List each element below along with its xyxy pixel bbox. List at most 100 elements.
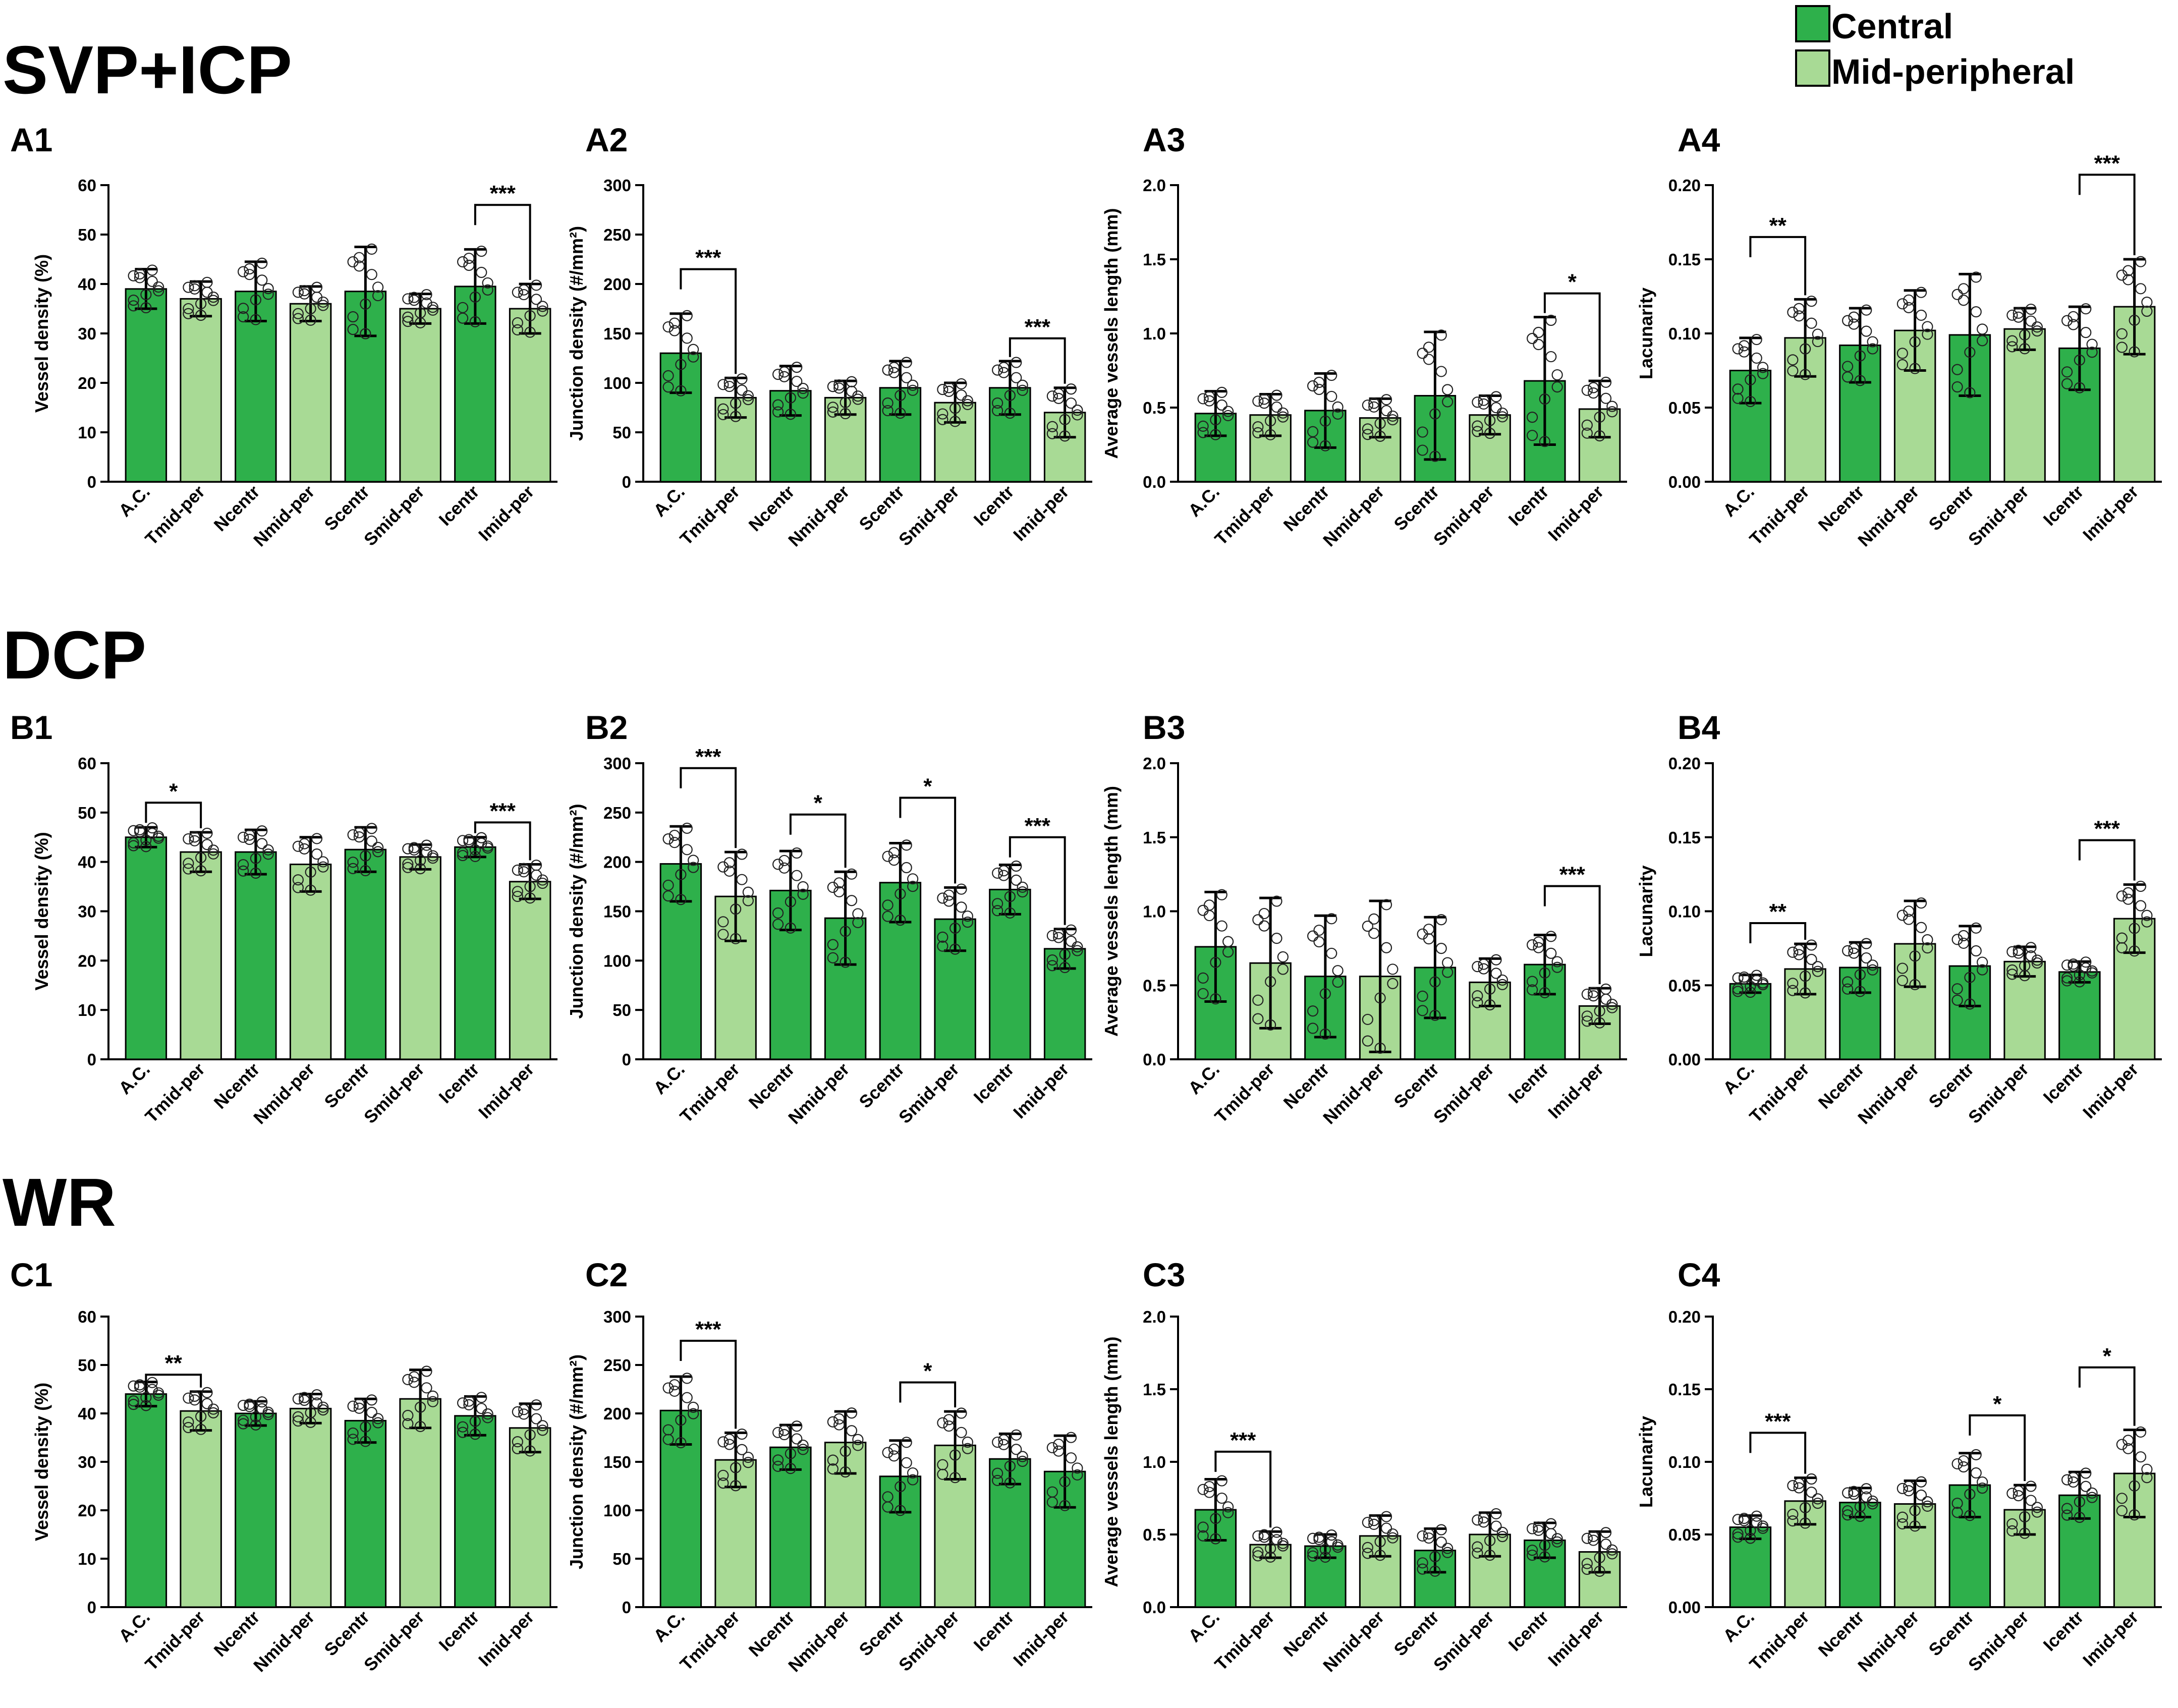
data-point bbox=[238, 865, 249, 877]
data-point bbox=[524, 1429, 536, 1441]
section-title-svp-icp: SVP+ICP bbox=[3, 32, 292, 108]
data-point bbox=[201, 839, 213, 850]
data-point bbox=[469, 850, 481, 863]
data-point bbox=[1423, 354, 1435, 365]
data-point bbox=[1787, 306, 1799, 318]
data-point bbox=[2086, 1492, 2098, 1503]
data-point bbox=[797, 382, 809, 394]
data-point bbox=[1216, 1475, 1227, 1487]
data-point bbox=[353, 252, 365, 263]
data-point bbox=[1435, 1524, 1447, 1535]
x-tick-label: Nmid-per bbox=[785, 482, 853, 550]
data-point bbox=[1265, 1551, 1276, 1563]
data-point bbox=[1197, 972, 1209, 984]
data-point bbox=[1800, 1517, 1811, 1529]
data-point bbox=[2068, 311, 2079, 322]
data-point bbox=[1258, 397, 1270, 409]
data-point bbox=[134, 268, 146, 280]
x-tick-label: Ncentr bbox=[1815, 1607, 1868, 1661]
data-point bbox=[992, 1474, 1003, 1487]
data-point bbox=[476, 245, 487, 257]
data-point bbox=[128, 825, 139, 836]
data-point bbox=[1210, 956, 1221, 968]
data-point bbox=[833, 382, 845, 394]
data-point bbox=[1046, 390, 1058, 402]
data-point bbox=[1527, 332, 1538, 345]
data-point bbox=[1757, 362, 1769, 373]
y-tick-label: 300 bbox=[603, 176, 631, 195]
significance-label: *** bbox=[695, 1317, 721, 1342]
data-point bbox=[353, 827, 365, 838]
data-point bbox=[1472, 961, 1483, 973]
data-point bbox=[1362, 1542, 1373, 1553]
data-point bbox=[360, 850, 371, 862]
data-point bbox=[1478, 394, 1489, 406]
y-tick-label: 0.20 bbox=[1668, 176, 1701, 195]
data-point bbox=[992, 867, 1003, 879]
data-point bbox=[1216, 889, 1227, 900]
data-point bbox=[1258, 907, 1270, 920]
data-point bbox=[408, 1371, 420, 1383]
x-tick-label: Ncentr bbox=[1280, 1059, 1333, 1113]
data-point bbox=[1011, 874, 1022, 886]
significance-bracket bbox=[789, 813, 847, 868]
x-tick-label: Imid-per bbox=[475, 482, 538, 545]
data-point bbox=[372, 846, 384, 858]
data-point bbox=[1732, 986, 1744, 997]
data-point bbox=[347, 256, 359, 268]
data-point bbox=[1812, 328, 1823, 340]
data-point bbox=[2086, 347, 2098, 358]
data-point bbox=[463, 1395, 475, 1407]
data-point bbox=[1545, 351, 1557, 363]
data-point bbox=[1271, 389, 1282, 401]
data-point bbox=[476, 1392, 487, 1403]
x-tick-label: Smid-per bbox=[895, 1607, 963, 1675]
data-point bbox=[238, 303, 249, 314]
data-point bbox=[1793, 944, 1805, 956]
data-point bbox=[1896, 348, 1908, 359]
data-point bbox=[2068, 319, 2079, 330]
data-point bbox=[469, 1415, 481, 1427]
x-tick-label: Imid-per bbox=[1010, 1059, 1073, 1122]
data-point bbox=[2116, 269, 2128, 281]
data-point bbox=[360, 298, 371, 310]
data-point bbox=[1951, 381, 1963, 393]
data-point bbox=[1496, 979, 1508, 990]
data-point bbox=[1423, 1532, 1435, 1544]
x-tick-label: Imid-per bbox=[2079, 1607, 2142, 1670]
y-tick-label: 0.0 bbox=[1143, 473, 1166, 491]
data-point bbox=[723, 377, 735, 388]
data-point bbox=[512, 1436, 523, 1448]
data-point bbox=[1854, 969, 1866, 981]
data-point bbox=[730, 1462, 742, 1473]
data-point bbox=[1527, 939, 1538, 951]
data-point bbox=[292, 287, 304, 298]
data-point bbox=[250, 314, 261, 325]
data-point bbox=[1606, 1002, 1618, 1013]
bar bbox=[399, 856, 441, 1060]
data-point bbox=[2086, 338, 2098, 350]
data-point bbox=[1915, 922, 1927, 933]
data-point bbox=[1787, 1515, 1799, 1527]
data-point bbox=[1484, 1535, 1496, 1547]
data-point bbox=[140, 1400, 152, 1411]
data-point bbox=[717, 379, 729, 390]
data-point bbox=[937, 408, 948, 420]
data-point bbox=[372, 1417, 384, 1429]
data-point bbox=[791, 1433, 803, 1445]
data-point bbox=[681, 844, 693, 856]
data-point bbox=[2031, 954, 2043, 966]
data-point bbox=[1332, 976, 1344, 988]
data-point bbox=[882, 899, 893, 911]
data-point bbox=[1362, 400, 1373, 411]
data-point bbox=[1757, 368, 1769, 379]
data-point bbox=[512, 890, 523, 902]
data-point bbox=[1277, 411, 1289, 423]
data-point bbox=[311, 833, 323, 844]
y-tick-label: 1.5 bbox=[1143, 1380, 1166, 1399]
data-point bbox=[1210, 993, 1221, 1005]
data-point bbox=[1896, 975, 1908, 986]
data-point bbox=[476, 266, 487, 278]
data-point bbox=[1442, 957, 1454, 969]
data-point bbox=[1964, 347, 1976, 358]
